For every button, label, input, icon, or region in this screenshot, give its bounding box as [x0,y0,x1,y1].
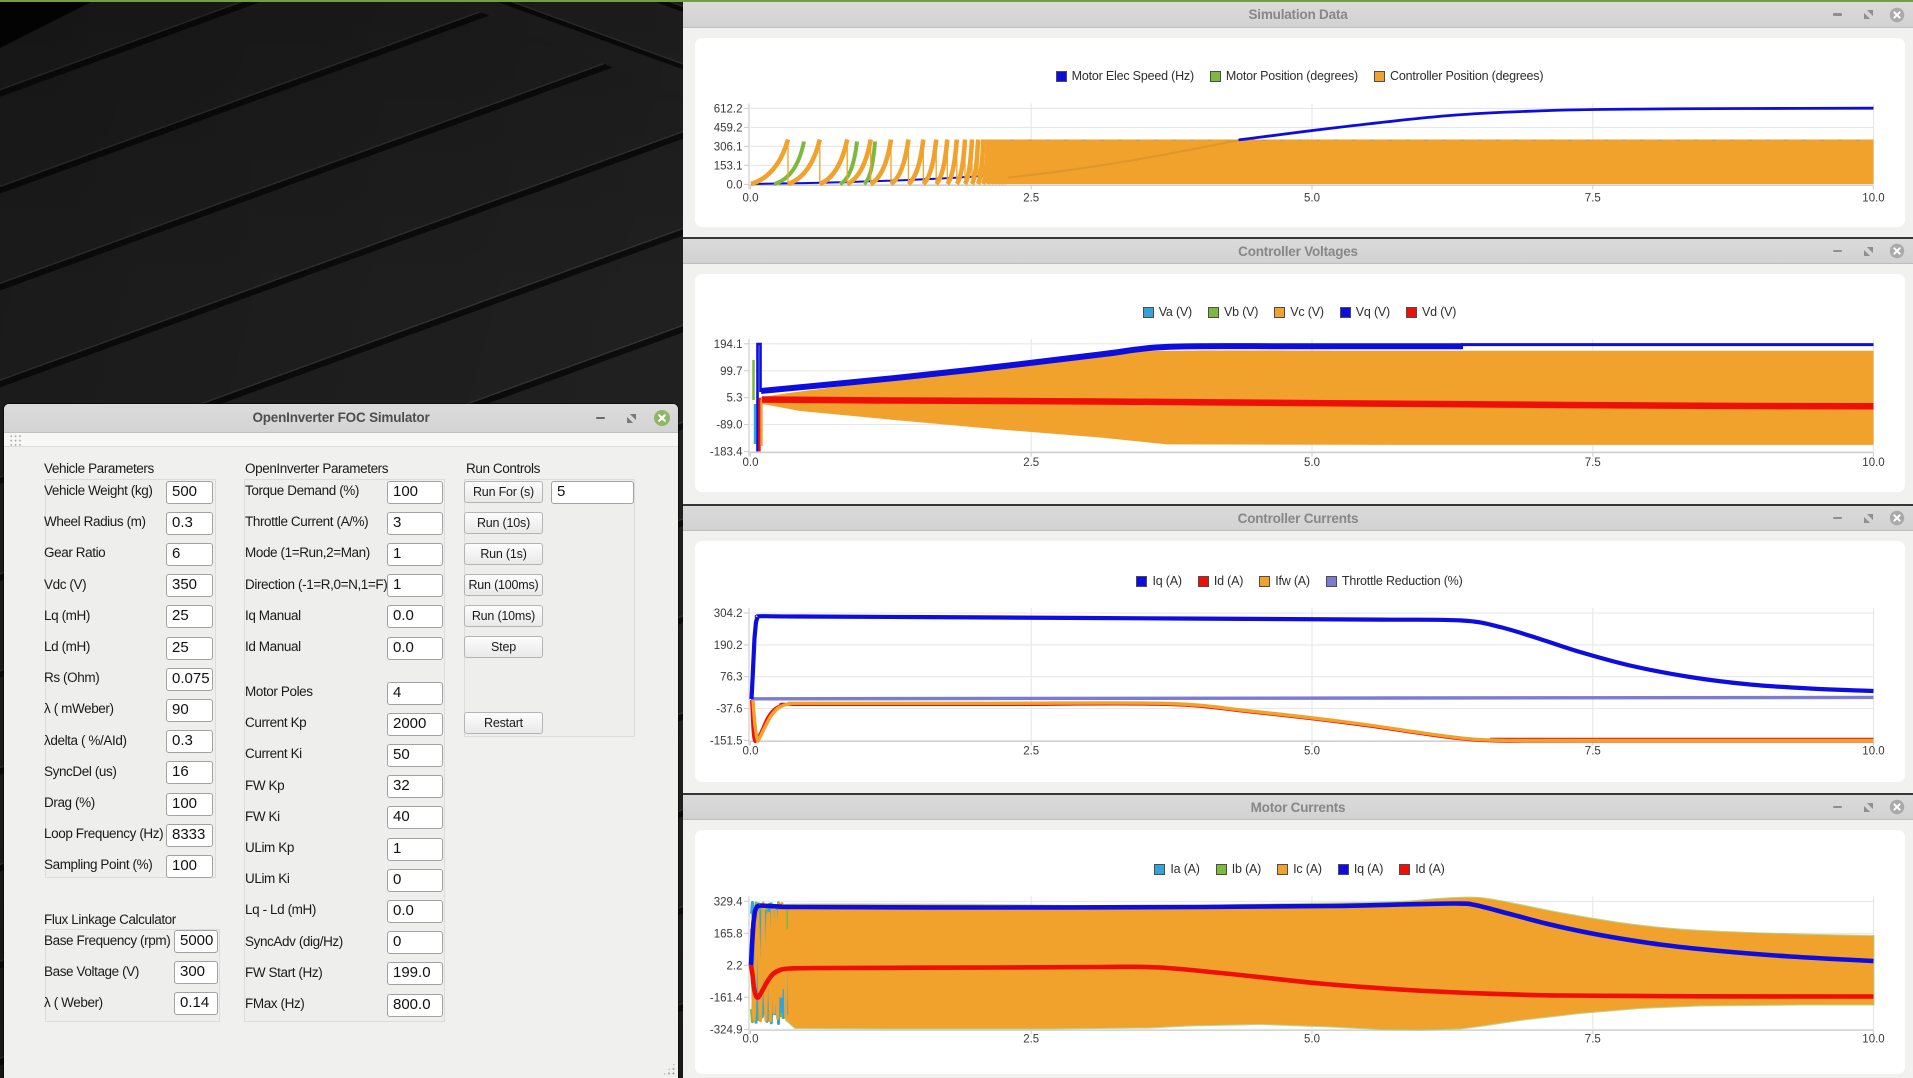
svg-text:459.2: 459.2 [714,122,743,134]
svg-text:-161.4: -161.4 [710,992,743,1004]
svg-text:304.2: 304.2 [714,608,743,620]
svg-text:-37.6: -37.6 [716,704,742,716]
svg-text:2.5: 2.5 [1023,746,1039,758]
svg-text:329.4: 329.4 [714,896,743,908]
svg-text:0.0: 0.0 [743,457,759,469]
svg-text:2.5: 2.5 [1023,1034,1039,1046]
svg-text:7.5: 7.5 [1585,193,1601,205]
svg-text:10.0: 10.0 [1862,193,1884,205]
svg-text:5.0: 5.0 [1304,193,1320,205]
svg-text:-89.0: -89.0 [716,420,742,432]
svg-text:10.0: 10.0 [1862,746,1884,758]
svg-text:0.0: 0.0 [743,193,759,205]
svg-text:5.3: 5.3 [727,393,743,405]
svg-text:2.2: 2.2 [727,960,743,972]
svg-text:0.0: 0.0 [727,179,743,191]
svg-text:612.2: 612.2 [714,103,743,115]
svg-text:7.5: 7.5 [1585,1034,1601,1046]
svg-text:2.5: 2.5 [1023,457,1039,469]
svg-text:-151.5: -151.5 [710,735,743,747]
svg-text:5.0: 5.0 [1304,1034,1320,1046]
svg-text:76.3: 76.3 [720,672,742,684]
svg-text:0.0: 0.0 [743,1034,759,1046]
svg-text:190.2: 190.2 [714,640,743,652]
svg-text:5.0: 5.0 [1304,457,1320,469]
svg-text:10.0: 10.0 [1862,1034,1884,1046]
svg-text:10.0: 10.0 [1862,457,1884,469]
svg-text:0.0: 0.0 [743,746,759,758]
svg-text:2.5: 2.5 [1023,193,1039,205]
svg-text:165.8: 165.8 [714,928,743,940]
svg-text:7.5: 7.5 [1585,457,1601,469]
svg-text:306.1: 306.1 [714,141,743,153]
svg-text:7.5: 7.5 [1585,746,1601,758]
svg-text:-183.4: -183.4 [710,447,743,459]
svg-text:99.7: 99.7 [720,366,742,378]
svg-text:153.1: 153.1 [714,160,743,172]
svg-text:-324.9: -324.9 [710,1024,743,1036]
svg-text:5.0: 5.0 [1304,746,1320,758]
svg-text:194.1: 194.1 [714,339,743,351]
